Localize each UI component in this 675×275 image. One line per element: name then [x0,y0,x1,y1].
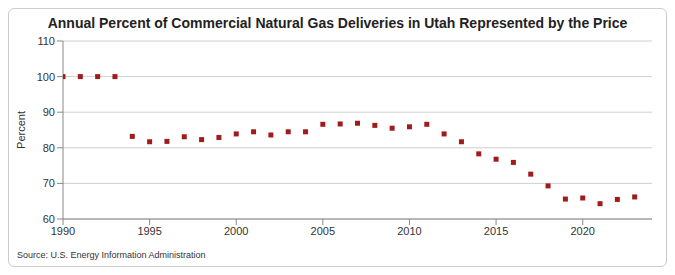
svg-text:2020: 2020 [570,225,594,237]
svg-text:90: 90 [43,106,55,118]
html-text:Source: U.S. Energy Informatio: Source: U.S. Energy Information Administ… [17,250,206,260]
svg-text:2015: 2015 [484,225,508,237]
svg-text:1995: 1995 [137,225,161,237]
svg-text:110: 110 [37,35,55,47]
svg-text:2005: 2005 [311,225,335,237]
svg-text:2000: 2000 [224,225,248,237]
svg-text:1990: 1990 [51,225,75,237]
svg-text:80: 80 [43,142,55,154]
svg-text:60: 60 [43,213,55,225]
svg-text:70: 70 [43,177,55,189]
svg-text:100: 100 [37,71,55,83]
html-text:Annual Percent of Commercial N: Annual Percent of Commercial Natural Gas… [47,15,628,31]
svg-text:Percent: Percent [15,111,27,149]
svg-text:2010: 2010 [397,225,421,237]
